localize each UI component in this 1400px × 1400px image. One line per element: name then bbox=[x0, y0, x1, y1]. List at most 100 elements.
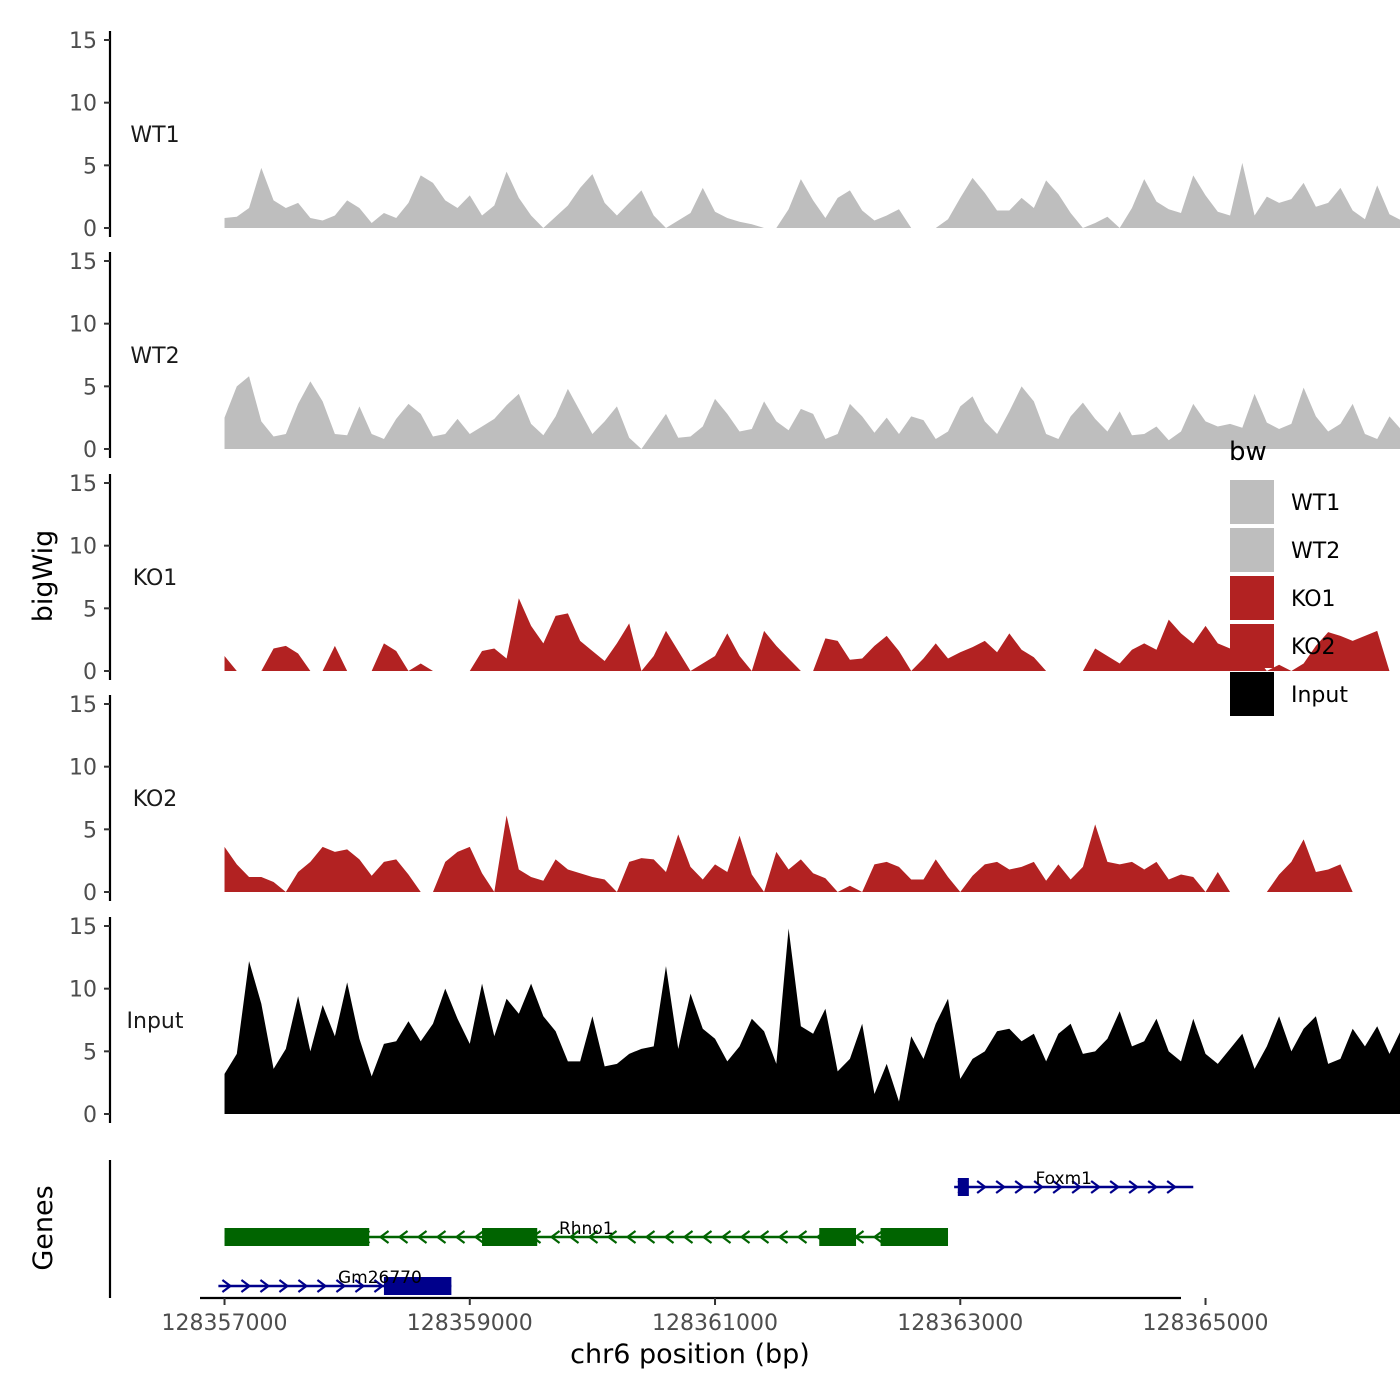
legend-label: KO1 bbox=[1291, 587, 1336, 612]
y-tick-label: 5 bbox=[83, 154, 97, 179]
legend-label: WT1 bbox=[1291, 491, 1340, 516]
panel-label: KO1 bbox=[133, 566, 178, 591]
strand-arrow bbox=[1147, 1180, 1158, 1194]
gene-label: Gm26770 bbox=[338, 1268, 422, 1288]
strand-arrow bbox=[354, 1279, 366, 1293]
exon bbox=[957, 1178, 969, 1196]
strand-arrow bbox=[278, 1279, 290, 1293]
strand-arrow bbox=[701, 1230, 713, 1244]
y-tick-label: 0 bbox=[83, 1103, 97, 1128]
panel-label: WT1 bbox=[130, 123, 179, 148]
strand-arrow bbox=[316, 1279, 328, 1293]
strand-arrow bbox=[976, 1180, 987, 1194]
exon bbox=[224, 1228, 370, 1246]
legend-swatch bbox=[1230, 672, 1274, 716]
gene-track: Foxm1 Rhno1 Gm26770 bbox=[108, 1160, 1194, 1298]
genes-axis-title: Genes bbox=[28, 1185, 59, 1270]
strand-arrow bbox=[777, 1230, 789, 1244]
x-tick-label: 128359000 bbox=[407, 1311, 533, 1336]
x-axis-title: chr6 position (bp) bbox=[570, 1339, 810, 1370]
strand-arrow bbox=[454, 1230, 466, 1244]
exon bbox=[482, 1228, 538, 1246]
strand-arrow bbox=[758, 1230, 770, 1244]
y-tick-label: 10 bbox=[69, 978, 97, 1003]
strand-arrow bbox=[720, 1230, 732, 1244]
panel-ko1: 0 5 10 15 KO1 bbox=[69, 472, 1400, 685]
strand-arrow bbox=[416, 1230, 428, 1244]
x-tick-label: 128363000 bbox=[897, 1311, 1023, 1336]
y-tick-label: 5 bbox=[83, 597, 97, 622]
panel-label: KO2 bbox=[133, 787, 178, 812]
strand-arrow bbox=[1109, 1180, 1120, 1194]
strand-arrow bbox=[473, 1230, 485, 1244]
strand-arrow bbox=[739, 1230, 751, 1244]
strand-arrow bbox=[1090, 1180, 1101, 1194]
area-ko1 bbox=[224, 598, 1400, 671]
strand-arrow bbox=[1014, 1180, 1025, 1194]
y-tick-label: 5 bbox=[83, 375, 97, 400]
strand-arrow bbox=[644, 1230, 656, 1244]
strand-arrow bbox=[682, 1230, 694, 1244]
strand-arrow bbox=[606, 1230, 618, 1244]
strand-arrow bbox=[663, 1230, 675, 1244]
strand-arrow bbox=[378, 1230, 390, 1244]
strand-arrow bbox=[568, 1230, 580, 1244]
strand-arrow bbox=[397, 1230, 409, 1244]
legend-label: KO2 bbox=[1291, 635, 1336, 660]
strand-arrow bbox=[221, 1279, 233, 1293]
y-tick-label: 15 bbox=[69, 472, 97, 497]
legend-swatch bbox=[1230, 528, 1274, 572]
strand-arrow bbox=[625, 1230, 637, 1244]
area-wt2 bbox=[224, 376, 1400, 449]
legend-entry-input: Input bbox=[1230, 672, 1348, 716]
gene-label: Foxm1 bbox=[1035, 1169, 1092, 1189]
legend: WT1 WT2 KO1 KO2 Input bbox=[1230, 480, 1348, 716]
legend-swatch bbox=[1230, 480, 1274, 524]
strand-arrow bbox=[435, 1230, 447, 1244]
area-ko2 bbox=[224, 815, 1400, 892]
y-tick-label: 15 bbox=[69, 915, 97, 940]
strand-arrow bbox=[1128, 1180, 1139, 1194]
strand-arrow bbox=[259, 1279, 271, 1293]
strand-arrow bbox=[587, 1230, 599, 1244]
y-tick-label: 5 bbox=[83, 818, 97, 843]
legend-title: bw bbox=[1229, 437, 1267, 467]
y-tick-label: 10 bbox=[69, 313, 97, 338]
exon bbox=[819, 1228, 857, 1246]
y-tick-label: 0 bbox=[83, 660, 97, 685]
strand-arrow bbox=[335, 1279, 347, 1293]
panel-input: 0 5 10 15 Input bbox=[69, 915, 1400, 1128]
strand-arrow bbox=[1033, 1180, 1044, 1194]
gene-foxm1: Foxm1 bbox=[954, 1169, 1194, 1196]
panel-label: WT2 bbox=[130, 344, 179, 369]
gene-gm26770: Gm26770 bbox=[218, 1268, 452, 1295]
y-axis-title: bigWig bbox=[28, 530, 59, 623]
y-tick-label: 15 bbox=[69, 250, 97, 275]
y-tick-label: 15 bbox=[69, 693, 97, 718]
legend-entry-ko2: KO2 bbox=[1230, 624, 1336, 668]
x-axis: 128357000 128359000 128361000 128363000 1283… bbox=[162, 1296, 1269, 1336]
panel-wt1: 0 5 10 15 WT1 bbox=[69, 29, 1400, 242]
exon bbox=[383, 1277, 452, 1295]
legend-entry-ko1: KO1 bbox=[1230, 576, 1336, 620]
strand-arrow bbox=[872, 1230, 884, 1244]
x-tick-label: 128361000 bbox=[652, 1311, 778, 1336]
strand-arrow bbox=[240, 1279, 252, 1293]
legend-label: Input bbox=[1291, 683, 1348, 708]
strand-arrow bbox=[297, 1279, 309, 1293]
legend-entry-wt2: WT2 bbox=[1230, 528, 1340, 572]
panel-wt2: 0 5 10 15 WT2 bbox=[69, 250, 1400, 463]
y-tick-label: 5 bbox=[83, 1040, 97, 1065]
strand-arrow bbox=[995, 1180, 1006, 1194]
exon bbox=[880, 1228, 949, 1246]
area-input bbox=[224, 928, 1400, 1114]
legend-swatch bbox=[1230, 576, 1274, 620]
y-tick-label: 10 bbox=[69, 92, 97, 117]
area-wt1 bbox=[224, 162, 1400, 228]
y-tick-label: 10 bbox=[69, 535, 97, 560]
x-tick-label: 128357000 bbox=[162, 1311, 288, 1336]
strand-arrow bbox=[1166, 1180, 1177, 1194]
y-tick-label: 10 bbox=[69, 756, 97, 781]
legend-label: WT2 bbox=[1291, 539, 1340, 564]
